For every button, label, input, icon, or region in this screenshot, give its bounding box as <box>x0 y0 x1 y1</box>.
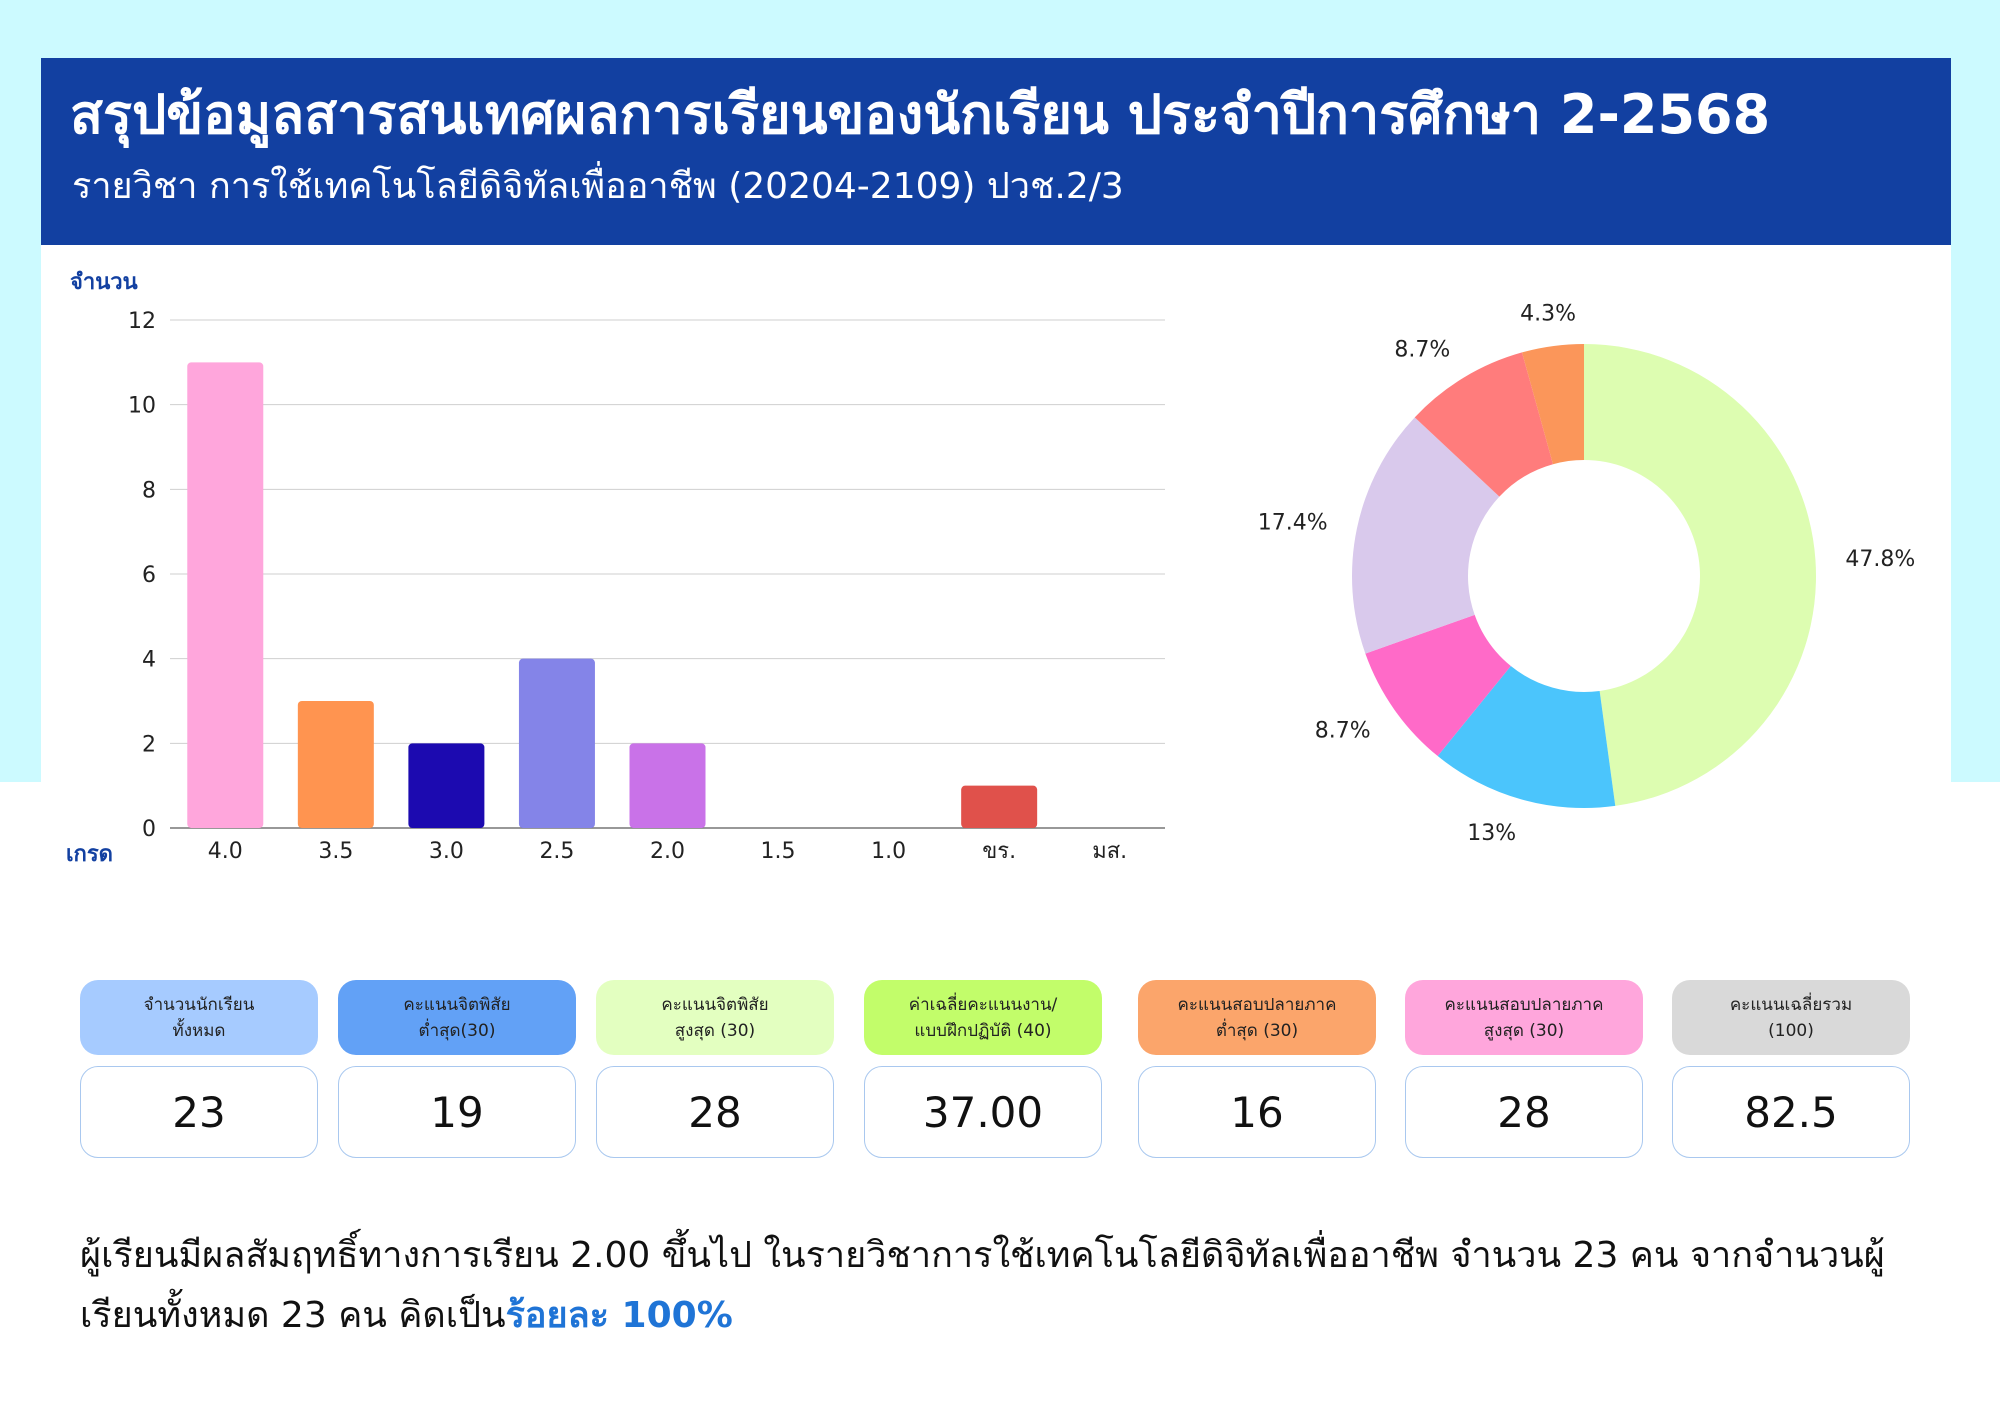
stat-label: จำนวนนักเรียนทั้งหมด <box>80 980 318 1055</box>
stat-label-line2: ต่ำสุด (30) <box>1215 1020 1299 1041</box>
stat-label-line1: ค่าเฉลี่ยคะแนนงาน/ <box>908 994 1058 1015</box>
y-tick-label: 8 <box>142 478 156 503</box>
donut-slice <box>1584 344 1816 806</box>
stat-label-line1: คะแนนจิตพิสัย <box>403 994 511 1015</box>
stat-label: คะแนนจิตพิสัยสูงสุด (30) <box>596 980 834 1055</box>
stat-assignment-average: ค่าเฉลี่ยคะแนนงาน/แบบฝึกปฏิบัติ (40) 37.… <box>864 980 1102 1158</box>
stat-label: คะแนนสอบปลายภาคต่ำสุด (30) <box>1138 980 1376 1055</box>
y-tick-label: 0 <box>142 817 156 842</box>
x-tick-label: ขร. <box>982 839 1016 864</box>
donut-slice <box>1522 344 1584 465</box>
donut-slice <box>1414 352 1554 497</box>
donut-slice <box>1365 614 1511 757</box>
stat-label-line2: แบบฝึกปฏิบัติ (40) <box>914 1020 1052 1041</box>
donut-slice-label: 13% <box>1467 821 1516 846</box>
stat-value: 23 <box>80 1066 318 1158</box>
stat-value: 19 <box>338 1066 576 1158</box>
y-tick-label: 12 <box>128 309 156 334</box>
stat-overall-average: คะแนนเฉลี่ยรวม (100) 82.5 <box>1672 980 1910 1158</box>
summary-highlight: ร้อยละ 100% <box>505 1295 733 1336</box>
summary-text: ผู้เรียนมีผลสัมฤทธิ์ทางการเรียน 2.00 ขึ้… <box>80 1226 1940 1346</box>
x-tick-label: 3.5 <box>318 839 353 864</box>
y-tick-label: 4 <box>142 648 156 673</box>
y-tick-label: 10 <box>128 394 156 419</box>
stat-label-line2: (100) <box>1768 1020 1814 1041</box>
stat-attitude-min: คะแนนจิตพิสัยต่ำสุด(30) 19 <box>338 980 576 1158</box>
donut-slice <box>1352 417 1500 654</box>
grade-donut-chart: 47.8% 13% 8.7% 17.4% 8.7% 4.3% <box>1258 301 1916 846</box>
stat-value: 16 <box>1138 1066 1376 1158</box>
stat-final-exam-max: คะแนนสอบปลายภาคสูงสุด (30) 28 <box>1405 980 1643 1158</box>
donut-slice <box>1437 666 1616 808</box>
stats-row: จำนวนนักเรียนทั้งหมด 23 คะแนนจิตพิสัยต่ำ… <box>80 980 1911 1158</box>
x-tick-label: 1.0 <box>871 839 906 864</box>
stat-label-line2: ทั้งหมด <box>172 1020 226 1041</box>
stat-label-line2: ต่ำสุด(30) <box>418 1020 496 1041</box>
x-tick-label: 1.5 <box>761 839 796 864</box>
page-subtitle: รายวิชา การใช้เทคโนโลยีดิจิทัลเพื่ออาชีพ… <box>72 166 1124 207</box>
y-tick-label: 2 <box>142 732 156 757</box>
bar <box>297 701 374 828</box>
stat-label: คะแนนเฉลี่ยรวม (100) <box>1672 980 1910 1055</box>
page-title: สรุปข้อมูลสารสนเทศผลการเรียนของนักเรียน … <box>70 83 1771 146</box>
x-tick-label: 3.0 <box>429 839 464 864</box>
x-tick-label: มส. <box>1092 839 1127 864</box>
bar <box>518 658 595 828</box>
stat-label-line1: คะแนนเฉลี่ยรวม <box>1729 994 1853 1015</box>
x-tick-label: 2.0 <box>650 839 685 864</box>
donut-slice-label: 8.7% <box>1394 337 1450 362</box>
stat-label: คะแนนจิตพิสัยต่ำสุด(30) <box>338 980 576 1055</box>
stat-label-line2: สูงสุด (30) <box>674 1020 756 1041</box>
summary-body: ผู้เรียนมีผลสัมฤทธิ์ทางการเรียน 2.00 ขึ้… <box>80 1235 1885 1336</box>
bar-chart-x-axis-label: เกรด <box>66 842 113 867</box>
stat-value: 28 <box>596 1066 834 1158</box>
stat-label-line2: สูงสุด (30) <box>1483 1020 1565 1041</box>
bar <box>408 743 485 828</box>
stat-label-line1: คะแนนจิตพิสัย <box>661 994 769 1015</box>
stat-label-line1: คะแนนสอบปลายภาค <box>1444 994 1604 1015</box>
donut-slice-label: 47.8% <box>1845 547 1915 572</box>
x-tick-label: 2.5 <box>539 839 574 864</box>
stat-label: คะแนนสอบปลายภาคสูงสุด (30) <box>1405 980 1643 1055</box>
bar <box>961 785 1038 828</box>
bar <box>187 362 264 828</box>
bar-chart-y-axis-label: จำนวน <box>70 270 138 295</box>
stat-label: ค่าเฉลี่ยคะแนนงาน/แบบฝึกปฏิบัติ (40) <box>864 980 1102 1055</box>
stat-final-exam-min: คะแนนสอบปลายภาคต่ำสุด (30) 16 <box>1138 980 1376 1158</box>
donut-slice-label: 4.3% <box>1520 301 1576 326</box>
header-banner <box>41 58 1951 245</box>
stat-value: 28 <box>1405 1066 1643 1158</box>
x-tick-label: 4.0 <box>208 839 243 864</box>
grade-bar-chart: 0 2 4 6 8 10 12 4.0 3.5 3.0 2.5 2.0 1.5 1.0 ขร. มส. <box>128 309 1165 864</box>
stat-label-line1: คะแนนสอบปลายภาค <box>1177 994 1337 1015</box>
stat-total-students: จำนวนนักเรียนทั้งหมด 23 <box>80 980 318 1158</box>
y-tick-label: 6 <box>142 563 156 588</box>
stat-label-line1: จำนวนนักเรียน <box>143 994 255 1015</box>
stat-attitude-max: คะแนนจิตพิสัยสูงสุด (30) 28 <box>596 980 834 1158</box>
donut-slice-label: 8.7% <box>1315 718 1371 743</box>
stat-value: 37.00 <box>864 1066 1102 1158</box>
bar <box>629 743 706 828</box>
donut-slice-label: 17.4% <box>1258 511 1328 536</box>
stat-value: 82.5 <box>1672 1066 1910 1158</box>
